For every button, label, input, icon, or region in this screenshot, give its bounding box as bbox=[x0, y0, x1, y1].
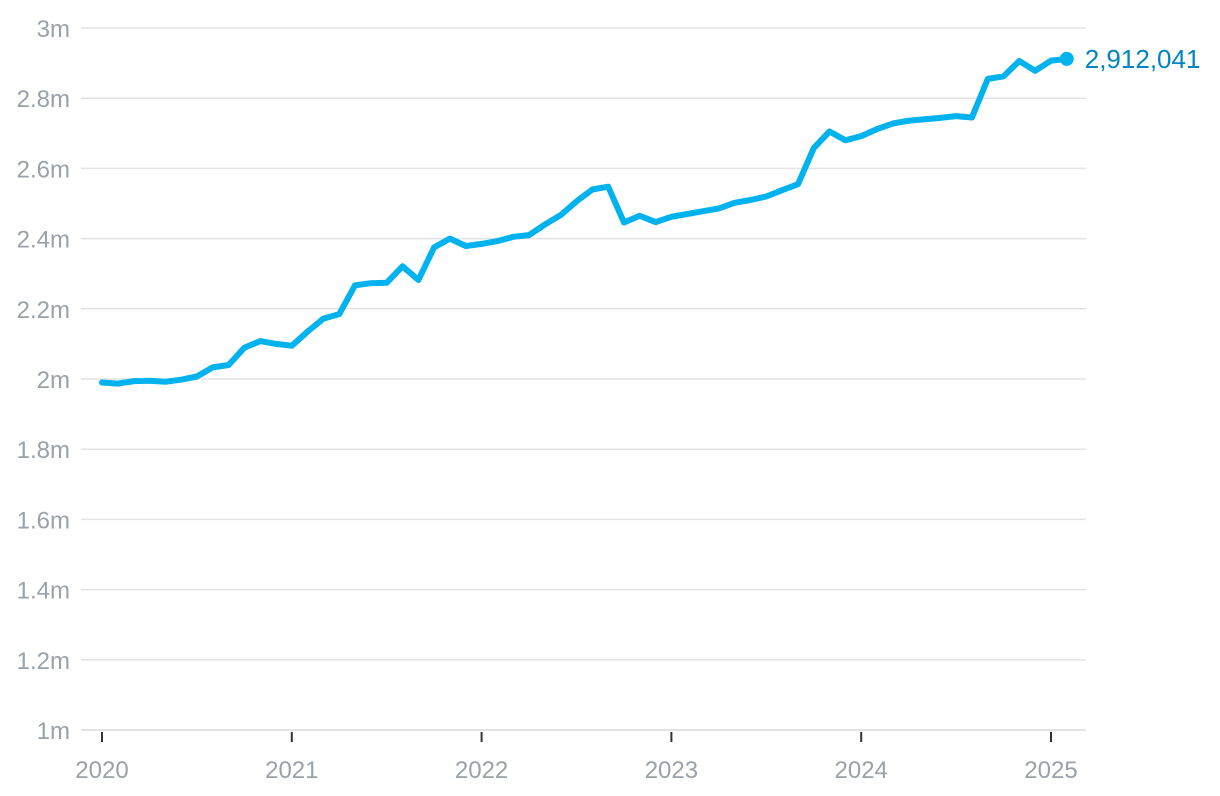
x-axis: 2020 2021 2022 2023 2024 2025 bbox=[75, 732, 1078, 784]
x-tick-label: 2020 bbox=[75, 757, 128, 784]
y-tick-label: 2.6m bbox=[17, 156, 70, 183]
series-layer bbox=[99, 51, 1074, 387]
y-tick-label: 2.8m bbox=[17, 86, 70, 113]
x-tick-label: 2022 bbox=[455, 757, 508, 784]
end-point-marker bbox=[1059, 51, 1074, 66]
y-tick-label: 2.2m bbox=[17, 297, 70, 324]
y-tick-label: 1m bbox=[37, 718, 70, 745]
y-tick-label: 2m bbox=[37, 367, 70, 394]
end-value-label: 2,912,041 bbox=[1085, 44, 1201, 74]
x-tick-label: 2025 bbox=[1024, 757, 1077, 784]
x-tick-label: 2023 bbox=[645, 757, 698, 784]
y-tick-label: 2.4m bbox=[17, 227, 70, 254]
y-tick-label: 1.6m bbox=[17, 507, 70, 534]
x-tick-label: 2024 bbox=[835, 757, 888, 784]
y-tick-label: 1.4m bbox=[17, 578, 70, 605]
x-tick-label: 2021 bbox=[265, 757, 318, 784]
gridlines bbox=[81, 27, 1086, 731]
y-tick-label: 3m bbox=[37, 16, 70, 43]
y-axis-tick-labels: 1m 1.2m 1.4m 1.6m 1.8m 2m 2.2m 2.4m 2.6m 2.8m 3m bbox=[17, 16, 70, 745]
y-tick-label: 1.8m bbox=[17, 437, 70, 464]
y-tick-label: 1.2m bbox=[17, 648, 70, 675]
series-line bbox=[99, 55, 1070, 387]
